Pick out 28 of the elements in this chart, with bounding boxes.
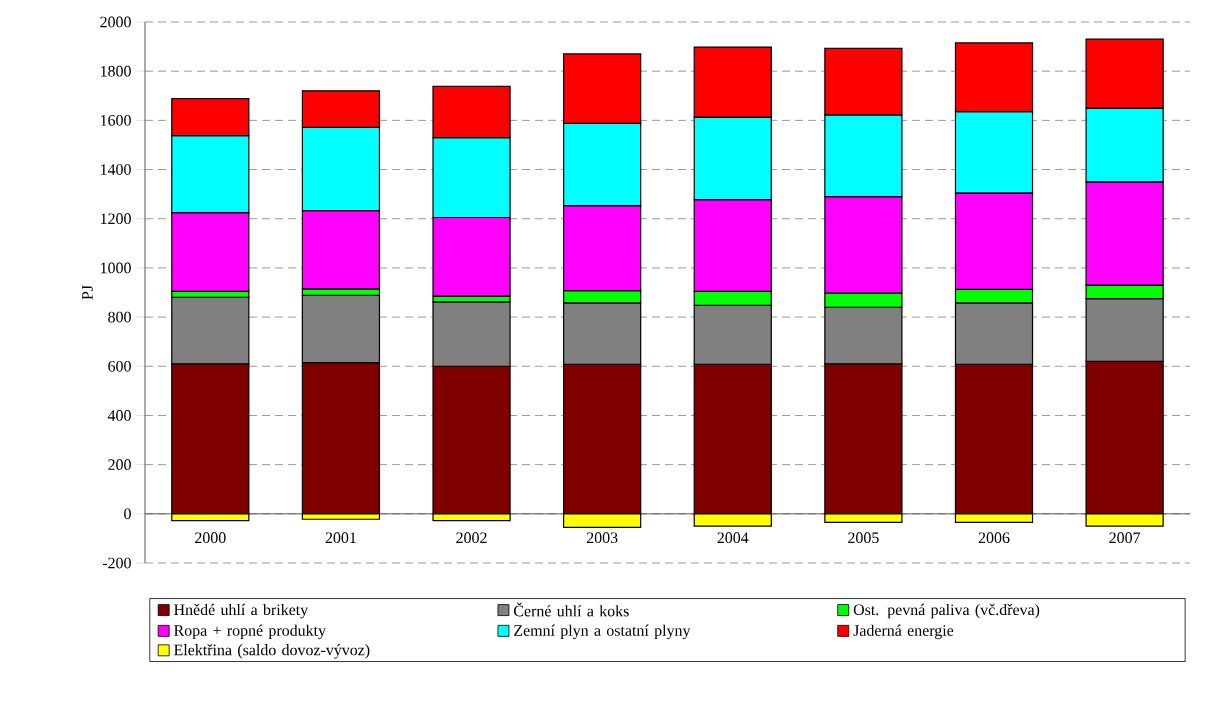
x-tick-label: 2004 xyxy=(717,532,749,544)
x-tick-label: 2007 xyxy=(1109,532,1141,544)
y-tick-label: 600 xyxy=(108,360,131,372)
y-tick-label: 200 xyxy=(108,459,131,471)
x-tick-label: 2003 xyxy=(586,532,618,544)
y-tick-label: 400 xyxy=(107,410,131,421)
legend-label: Zemní plyn a ostatní plyny xyxy=(514,624,691,640)
x-tick-label: 2001 xyxy=(325,532,356,544)
y-tick-label: 0 xyxy=(124,508,131,520)
y-tick-label: -200 xyxy=(102,557,131,569)
y-axis-title: PJ xyxy=(82,285,93,300)
y-tick-label: 2000 xyxy=(100,16,131,28)
legend-label: Ost. pevná paliva (vč.dřeva) xyxy=(853,603,1040,619)
y-tick-label: 1800 xyxy=(101,65,131,77)
x-tick-label: 2000 xyxy=(195,532,226,544)
y-tick-label: 1000 xyxy=(101,262,131,274)
legend-label: Jaderná energie xyxy=(853,624,954,640)
y-tick-label: 1200 xyxy=(101,213,131,225)
x-tick-label: 2006 xyxy=(978,532,1010,544)
y-tick-label: 1600 xyxy=(101,114,131,126)
legend-label: Ropa + ropné produkty xyxy=(174,624,326,640)
x-tick-label: 2005 xyxy=(848,532,879,544)
legend-label: Černé uhlí a koks xyxy=(514,602,629,617)
legend-label: Elektřina (saldo dovoz-vývoz) xyxy=(174,644,370,659)
y-tick-label: 800 xyxy=(108,311,131,323)
y-tick-label: 1400 xyxy=(101,164,131,175)
legend-label: Hnědé uhlí a brikety xyxy=(174,603,309,619)
x-tick-label: 2002 xyxy=(456,532,487,544)
